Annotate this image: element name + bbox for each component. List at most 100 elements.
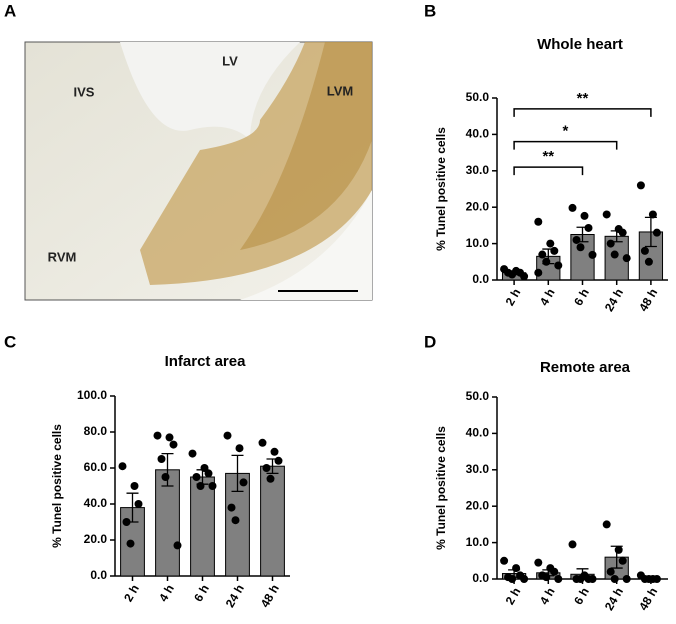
data-point (134, 500, 143, 508)
data-point (223, 431, 232, 440)
x-tick-label: 48 h (636, 585, 660, 613)
data-point (652, 575, 661, 583)
x-tick-label: 6 h (191, 582, 212, 604)
data-point (538, 250, 547, 259)
data-point (208, 482, 217, 490)
y-tick-label: 60.0 (84, 460, 108, 474)
data-point (610, 575, 619, 583)
significance-label: * (562, 123, 568, 140)
micrograph: IVS LV LVM RVM (24, 41, 373, 301)
data-point (614, 545, 623, 554)
data-point (534, 268, 543, 277)
data-point (550, 567, 559, 576)
significance-bracket (513, 140, 618, 150)
y-tick-label: 40.0 (466, 127, 490, 141)
x-tick-label: 24 h (223, 582, 247, 610)
data-point (534, 217, 543, 226)
y-tick-label: 100.0 (77, 388, 107, 402)
chart-title: Whole heart (537, 36, 623, 53)
y-tick-label: 40.0 (466, 426, 490, 440)
data-point (227, 503, 236, 512)
panel-label: C (4, 332, 16, 351)
data-point (652, 228, 661, 237)
y-axis-label: % Tunel positive cells (50, 424, 64, 548)
data-point (192, 473, 201, 481)
data-point (618, 228, 627, 237)
image-label: IVS (74, 84, 95, 99)
data-point (572, 235, 581, 244)
data-point (644, 575, 653, 583)
y-tick-label: 30.0 (466, 163, 490, 177)
data-point (204, 469, 213, 478)
data-point (602, 520, 611, 529)
x-tick-label: 48 h (636, 286, 660, 314)
data-point (618, 556, 627, 565)
data-point (546, 239, 555, 248)
data-point (188, 449, 197, 458)
data-point (500, 556, 509, 565)
significance-bracket (513, 166, 584, 176)
data-point (588, 250, 597, 259)
x-tick-label: 6 h (571, 286, 592, 308)
data-point (568, 540, 577, 549)
data-point (644, 257, 653, 266)
data-point (622, 254, 631, 263)
data-point (520, 575, 529, 583)
error-bar (231, 454, 244, 493)
data-point (239, 478, 248, 487)
panel-label: A (4, 1, 16, 20)
y-tick-label: 50.0 (466, 389, 490, 403)
panel-label: B (424, 1, 436, 20)
bar (260, 465, 285, 577)
y-tick-label: 10.0 (466, 535, 490, 549)
data-point (122, 518, 131, 526)
y-axis-label: % Tunel positive cells (434, 127, 448, 251)
data-point (648, 210, 657, 219)
data-point (153, 431, 162, 440)
y-tick-label: 50.0 (466, 90, 490, 104)
y-tick-label: 0.0 (472, 272, 489, 286)
data-point (576, 575, 585, 583)
data-point (231, 516, 240, 525)
x-tick-label: 4 h (537, 585, 558, 607)
data-point (542, 573, 551, 582)
data-point (270, 447, 279, 456)
chart-title: Infarct area (165, 353, 247, 370)
data-point (580, 211, 589, 220)
data-point (602, 210, 611, 219)
y-tick-label: 0.0 (90, 568, 107, 582)
data-point (622, 575, 631, 583)
data-point (274, 456, 283, 465)
x-tick-label: 24 h (602, 585, 626, 613)
data-point (262, 464, 271, 472)
significance-bracket (513, 108, 652, 117)
data-point (606, 567, 615, 576)
data-point (636, 181, 645, 190)
data-point (610, 250, 619, 259)
data-point (568, 203, 577, 212)
data-point (169, 440, 178, 449)
data-point (520, 272, 529, 281)
y-tick-label: 40.0 (84, 496, 108, 510)
data-point (640, 246, 649, 255)
data-point (534, 558, 543, 567)
data-point (542, 257, 551, 266)
data-point (588, 575, 597, 583)
bar (190, 476, 215, 577)
data-point (258, 438, 267, 447)
y-tick-label: 20.0 (466, 199, 490, 213)
y-axis-label: % Tunel positive cells (434, 426, 448, 550)
data-point (130, 482, 139, 490)
data-point (508, 270, 517, 279)
x-tick-label: 2 h (121, 582, 142, 604)
chart-title: Remote area (540, 359, 631, 376)
data-point (173, 541, 182, 550)
significance-label: ** (542, 148, 554, 165)
x-tick-label: 4 h (537, 286, 558, 308)
x-tick-label: 2 h (503, 585, 524, 607)
y-tick-label: 80.0 (84, 424, 108, 438)
data-point (235, 444, 244, 453)
y-tick-label: 0.0 (472, 571, 489, 585)
y-tick-label: 20.0 (466, 498, 490, 512)
